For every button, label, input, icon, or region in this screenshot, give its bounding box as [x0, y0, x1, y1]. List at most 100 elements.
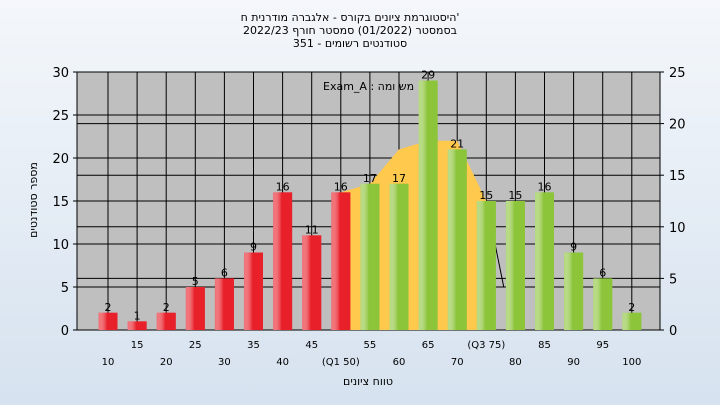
bar-shade [418, 80, 438, 330]
y2-tick-label: 25 [669, 66, 686, 81]
x-tick-label-lower: 100 [622, 357, 641, 368]
bar [622, 312, 642, 330]
y-tick-label: 10 [52, 238, 69, 253]
x-tick-label-upper: 65 [422, 340, 435, 351]
bar-shade [156, 312, 176, 330]
bar [331, 192, 351, 330]
x-tick-label-upper: (Q3 75) [467, 340, 505, 351]
x-tick-label-lower: 70 [451, 357, 464, 368]
bar-value-label: 6 [599, 266, 606, 279]
bar-shade [622, 312, 642, 330]
bar-value-label: 2 [163, 301, 170, 314]
bar [302, 235, 322, 330]
bar [360, 183, 380, 330]
bar [244, 252, 263, 330]
bar-value-label: 15 [508, 189, 522, 202]
bar-shade [302, 235, 322, 330]
bar-shade [127, 321, 147, 330]
bar-value-label: 17 [363, 172, 377, 185]
y-tick-label: 25 [52, 109, 69, 124]
bar-value-label: 9 [250, 241, 257, 254]
x-tick-label-lower: 90 [567, 357, 580, 368]
bar-shade [564, 252, 584, 330]
bar-value-label: 21 [450, 137, 464, 150]
title-line-1: היסטוגרמת ציונים בקורס - אלגברה מודרנית … [241, 11, 460, 24]
bar [185, 287, 205, 330]
title-line-2: בסמסטר (01/2022) סמסטר חורף 2022/23 [243, 24, 457, 37]
bars [98, 80, 642, 330]
bar-value-label: 1 [134, 309, 141, 322]
bar [593, 278, 613, 330]
legend-label: Exam_A : מש ומה [323, 80, 414, 93]
bar-value-label: 6 [221, 266, 228, 279]
bar [389, 183, 409, 330]
bar [564, 252, 584, 330]
bar-shade [244, 252, 263, 330]
x-tick-label-upper: 85 [538, 340, 551, 351]
bar-value-label: 29 [421, 69, 435, 82]
bar-value-label: 5 [192, 275, 199, 288]
bar-value-label: 15 [479, 189, 493, 202]
x-tick-label-lower: 30 [218, 357, 231, 368]
x-tick-label-lower: 60 [393, 357, 406, 368]
x-tick-label-upper: 35 [247, 340, 260, 351]
x-tick-label-lower: 10 [102, 357, 115, 368]
bar [214, 278, 234, 330]
x-axis-title: טווח ציונים [343, 375, 393, 388]
title-line-3: 351 - סטודנטים רשומים [293, 37, 407, 50]
x-tick-label-upper: 25 [189, 340, 202, 351]
y-axis-right: 0 5 10 15 20 25 [660, 66, 686, 339]
bar-shade [389, 183, 409, 330]
bar-shade [185, 287, 205, 330]
bar-value-label: 9 [570, 241, 577, 254]
y-tick-label: 5 [61, 281, 69, 296]
y-tick-label: 15 [52, 195, 69, 210]
x-tick-label-upper: 15 [131, 340, 144, 351]
x-tick-label-upper: 55 [364, 340, 377, 351]
chart-title: היסטוגרמת ציונים בקורס - אלגברה מודרנית … [241, 11, 460, 50]
x-tick-label-lower: (Q1 50) [322, 357, 360, 368]
bar-shade [273, 192, 293, 330]
x-tick-label-lower: 40 [276, 357, 289, 368]
bar-value-label: 11 [305, 223, 319, 236]
y2-tick-label: 15 [669, 169, 686, 184]
x-tick-label-upper: 95 [596, 340, 609, 351]
bar [156, 312, 176, 330]
y2-tick-label: 20 [669, 118, 686, 133]
bar-value-label: 2 [105, 301, 112, 314]
y2-tick-label: 5 [669, 272, 677, 287]
bar-shade [98, 312, 118, 330]
bar-value-label: 2 [628, 301, 635, 314]
x-tick-label-lower: 80 [509, 357, 522, 368]
bar-shade [331, 192, 351, 330]
bar-shade [476, 201, 496, 330]
x-tick-label-lower: 20 [160, 357, 173, 368]
bar [127, 321, 147, 330]
bar [476, 201, 496, 330]
bar [98, 312, 118, 330]
y2-tick-label: 0 [669, 324, 677, 339]
bar [535, 192, 554, 330]
x-axis-ticks: 10 20 30 40 (Q1 50) 60 70 80 90 100 15 25 35 45 55 65 (Q… [102, 340, 642, 368]
bar [505, 201, 525, 330]
bar-shade [505, 201, 525, 330]
bar [418, 80, 438, 330]
bar-shade [447, 149, 467, 330]
y-axis-title: מספר סטודנטים [27, 162, 40, 238]
bar-value-label: 16 [334, 180, 348, 193]
y-axis-left: 0 5 10 15 20 25 30 [52, 66, 77, 339]
bar [273, 192, 293, 330]
bar-value-label: 17 [392, 172, 406, 185]
y-tick-label: 0 [61, 324, 69, 339]
bar-value-label: 16 [276, 180, 290, 193]
y-tick-label: 20 [52, 152, 69, 167]
x-tick-label-upper: 45 [305, 340, 318, 351]
bar-shade [214, 278, 234, 330]
bar-value-label: 16 [538, 180, 552, 193]
bar-shade [360, 183, 380, 330]
y-tick-label: 30 [52, 66, 69, 81]
bar-shade [593, 278, 613, 330]
bar-shade [535, 192, 554, 330]
